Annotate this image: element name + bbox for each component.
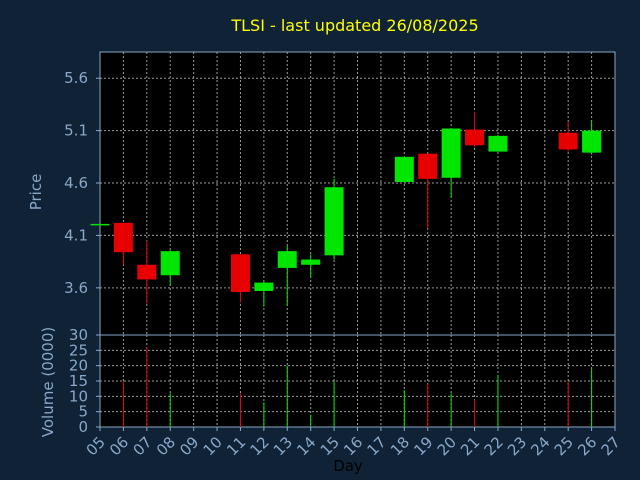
volume-tick-label: 20 [69, 357, 88, 375]
volume-axis-label: Volume (0000) [39, 327, 57, 437]
candle-body-up [90, 223, 110, 226]
candle-body-down [230, 254, 250, 293]
volume-tick-label: 30 [69, 326, 88, 344]
candle-body-up [441, 128, 461, 178]
candle-body-up [394, 156, 414, 182]
candle-body-up [160, 251, 180, 276]
chart-title: TLSI - last updated 26/08/2025 [230, 16, 478, 35]
candle-body-down [113, 222, 133, 253]
volume-tick-label: 10 [69, 387, 88, 405]
candle-body-up [324, 187, 344, 256]
price-tick-label: 5.1 [64, 122, 88, 140]
candle-body-up [254, 282, 274, 291]
candle-body-down [418, 153, 438, 179]
price-axis-label: Price [27, 174, 45, 211]
candle-body-down [137, 264, 157, 280]
candle-body-down [465, 129, 485, 146]
candle-body-up [277, 251, 297, 268]
volume-tick-label: 5 [78, 403, 88, 421]
price-tick-label: 4.6 [64, 174, 88, 192]
candle-body-up [488, 135, 508, 152]
x-axis-label: Day [333, 457, 363, 475]
candle-body-down [558, 132, 578, 150]
price-tick-label: 5.6 [64, 69, 88, 87]
volume-tick-label: 0 [78, 418, 88, 436]
volume-tick-label: 15 [69, 372, 88, 390]
price-tick-label: 3.6 [64, 279, 88, 297]
candle-body-up [582, 130, 602, 153]
volume-tick-label: 25 [69, 341, 88, 359]
price-tick-label: 4.1 [64, 226, 88, 244]
candle-body-up [301, 259, 321, 265]
